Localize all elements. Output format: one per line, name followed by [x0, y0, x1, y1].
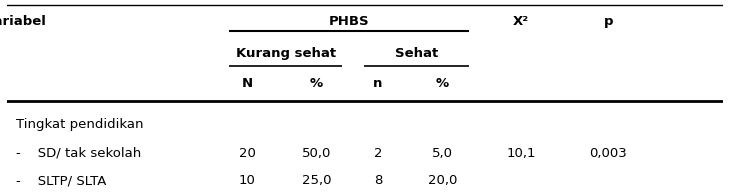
Text: X²: X² — [513, 15, 529, 28]
Text: 10,1: 10,1 — [506, 147, 536, 160]
Text: Variabel: Variabel — [0, 15, 47, 28]
Text: 50,0: 50,0 — [301, 147, 331, 160]
Text: %: % — [310, 77, 323, 90]
Text: 25,0: 25,0 — [301, 174, 331, 187]
Text: 5,0: 5,0 — [431, 147, 453, 160]
Text: Tingkat pendidikan: Tingkat pendidikan — [16, 118, 143, 131]
Text: -    SLTP/ SLTA: - SLTP/ SLTA — [16, 174, 107, 187]
Text: %: % — [436, 77, 449, 90]
Text: PHBS: PHBS — [328, 15, 369, 28]
Text: N: N — [242, 77, 253, 90]
Text: 20: 20 — [239, 147, 255, 160]
Text: 0,003: 0,003 — [589, 147, 627, 160]
Text: p: p — [604, 15, 613, 28]
Text: 20,0: 20,0 — [428, 174, 457, 187]
Text: Sehat: Sehat — [394, 47, 438, 60]
Text: 2: 2 — [374, 147, 382, 160]
Text: 8: 8 — [374, 174, 382, 187]
Text: 10: 10 — [239, 174, 255, 187]
Text: n: n — [373, 77, 383, 90]
Text: Kurang sehat: Kurang sehat — [236, 47, 336, 60]
Text: -    SD/ tak sekolah: - SD/ tak sekolah — [16, 147, 141, 160]
